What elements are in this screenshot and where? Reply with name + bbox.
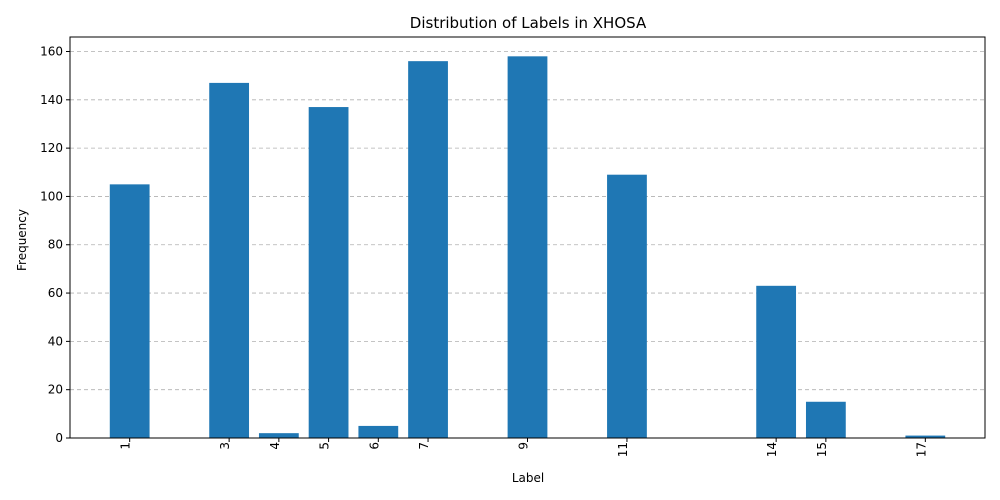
y-tick-label: 120 xyxy=(40,141,63,155)
bar-label-17 xyxy=(905,435,946,438)
x-tick-label: 11 xyxy=(616,442,630,457)
y-tick-label: 40 xyxy=(48,334,63,348)
y-axis-label: Frequency xyxy=(15,209,29,271)
y-tick-label: 80 xyxy=(48,238,63,252)
bar-label-6 xyxy=(358,425,399,438)
y-tick-label: 60 xyxy=(48,286,63,300)
x-tick-label: 1 xyxy=(119,442,133,450)
bar-label-1 xyxy=(109,184,150,438)
y-tick-label: 20 xyxy=(48,383,63,397)
bar-label-4 xyxy=(258,433,299,438)
x-tick-label: 17 xyxy=(914,442,928,457)
bar-label-5 xyxy=(308,107,349,439)
x-axis-label: Label xyxy=(512,471,544,485)
bar-label-14 xyxy=(756,285,797,438)
chart-title: Distribution of Labels in XHOSA xyxy=(410,14,647,32)
x-tick-label: 5 xyxy=(318,442,332,450)
y-tick-label: 100 xyxy=(40,189,63,203)
x-tick-label: 6 xyxy=(367,442,381,450)
y-tick-label: 160 xyxy=(40,44,63,58)
x-axis-ticks: 1 3 4 5 6 7 9 11 14 15 17 xyxy=(119,438,928,457)
x-tick-label: 7 xyxy=(417,442,431,450)
bar-label-15 xyxy=(805,401,846,438)
x-tick-label: 9 xyxy=(517,442,531,450)
x-tick-label: 3 xyxy=(218,442,232,450)
x-tick-label: 14 xyxy=(765,442,779,457)
bar-label-9 xyxy=(507,56,548,438)
x-tick-label: 15 xyxy=(815,442,829,457)
bar-label-11 xyxy=(607,174,647,439)
y-axis-ticks: 0 20 40 60 80 100 120 140 160 xyxy=(40,44,70,445)
y-tick-label: 140 xyxy=(40,93,63,107)
bar-label-3 xyxy=(209,82,250,439)
bar-label-7 xyxy=(408,61,448,439)
y-tick-label: 0 xyxy=(55,431,63,445)
x-tick-label: 4 xyxy=(268,442,282,450)
bars xyxy=(109,56,946,439)
plot-frame xyxy=(69,36,986,439)
